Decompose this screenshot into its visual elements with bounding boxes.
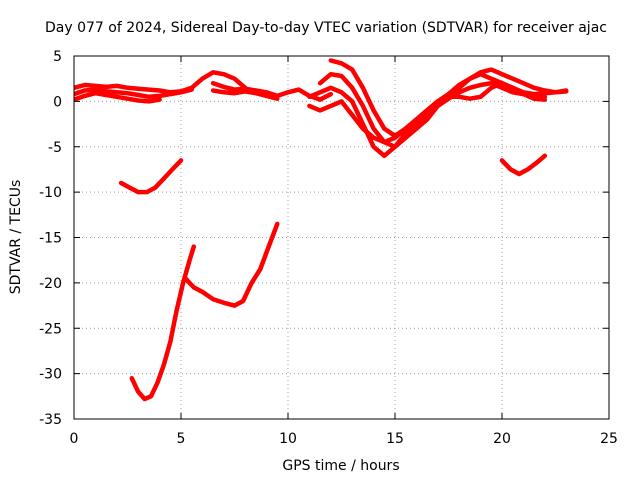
x-tick-labels: 0 5 10 15 20 25 <box>70 431 618 447</box>
x-tick-label: 5 <box>177 431 186 447</box>
y-tick-label: 0 <box>53 94 62 110</box>
y-axis-title: SDTVAR / TECUs <box>8 180 24 295</box>
y-tick-labels: 5 0 -5 -10 -15 -20 -25 -30 -35 <box>39 49 62 428</box>
series-trace-3 <box>74 90 162 104</box>
x-tick-label: 15 <box>386 431 404 447</box>
series-trace-13 <box>499 153 548 177</box>
series-trace-9 <box>307 80 548 145</box>
x-tick-label: 20 <box>493 431 511 447</box>
series-trace-1 <box>74 70 248 95</box>
series-trace-8 <box>307 80 548 159</box>
series-trace-11 <box>129 244 197 402</box>
axis-ticks <box>73 55 610 420</box>
y-tick-label: -35 <box>39 412 62 428</box>
y-tick-label: -25 <box>39 321 62 337</box>
y-tick-label: -30 <box>39 367 62 383</box>
chart-title: Day 077 of 2024, Sidereal Day-to-day VTE… <box>45 20 607 36</box>
x-axis-title: GPS time / hours <box>282 458 399 474</box>
y-tick-label: -5 <box>48 140 62 156</box>
series-trace-12 <box>183 221 280 308</box>
x-tick-label: 25 <box>600 431 618 447</box>
series-trace-10 <box>118 158 184 195</box>
y-tick-label: -15 <box>39 231 62 247</box>
grid-lines <box>74 56 609 419</box>
x-tick-label: 0 <box>70 431 79 447</box>
y-tick-label: -20 <box>39 276 62 292</box>
series-trace-2 <box>74 87 194 100</box>
y-tick-label: 5 <box>53 49 62 65</box>
series-trace-5 <box>210 88 280 101</box>
series-traces <box>74 58 569 402</box>
x-tick-label: 10 <box>279 431 297 447</box>
y-tick-label: -10 <box>39 185 62 201</box>
